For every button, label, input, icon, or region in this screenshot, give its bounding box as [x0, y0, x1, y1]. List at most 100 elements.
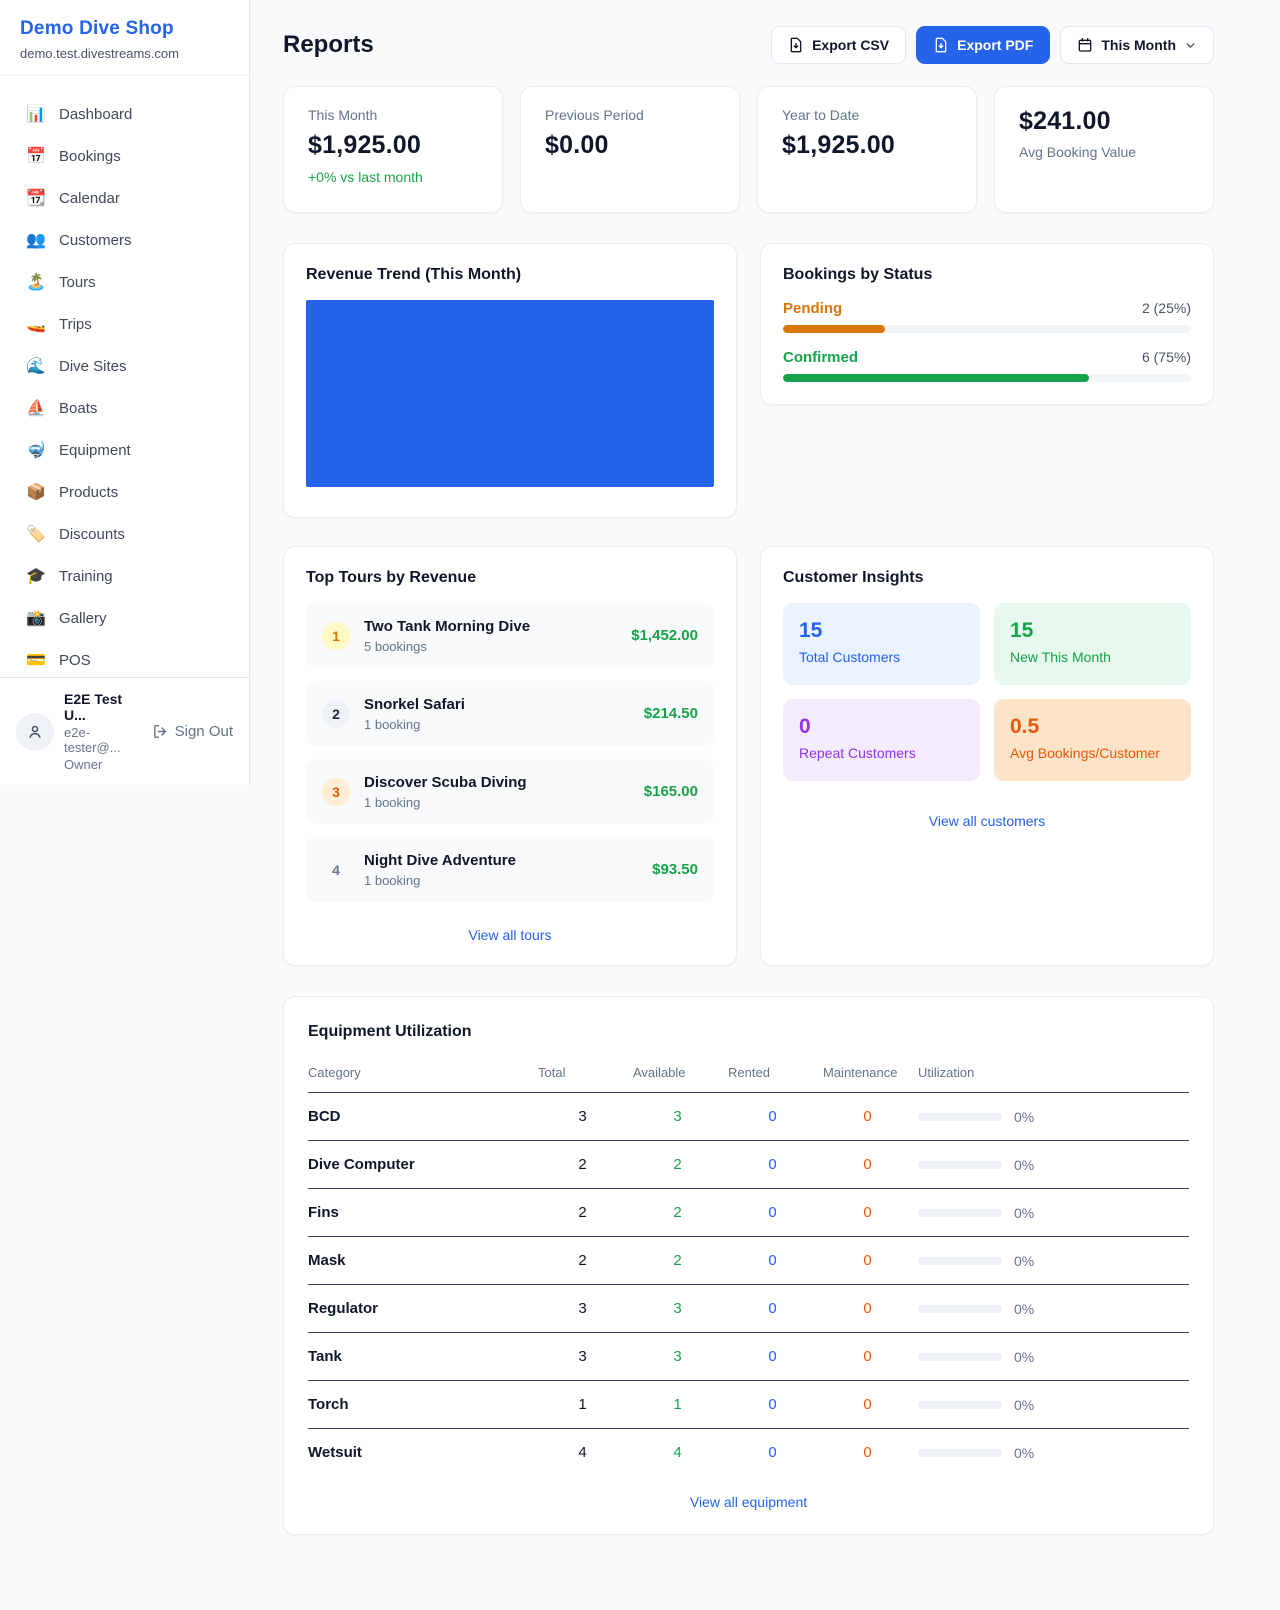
- col-available: Available: [633, 1055, 728, 1093]
- calendar-icon: [1079, 38, 1092, 52]
- rank-badge: 4: [332, 861, 340, 878]
- file-download-icon: [935, 37, 947, 53]
- sidebar-item-pos[interactable]: 💳 POS: [8, 640, 241, 677]
- sign-out-button[interactable]: Sign Out: [152, 723, 233, 740]
- sidebar-item-training[interactable]: 🎓 Training: [8, 556, 241, 596]
- sidebar-item-label: Tours: [59, 273, 96, 291]
- table-row: Wetsuit 4 4 0 0 0%: [308, 1444, 1035, 1461]
- insight-value: 0: [799, 715, 811, 738]
- utilization-bar: [918, 1256, 1002, 1265]
- insight-label: New This Month: [1010, 649, 1111, 665]
- export-pdf-button[interactable]: Export PDF: [916, 26, 1051, 64]
- user-name: E2E Test U...: [64, 691, 123, 723]
- rank-badge: 3: [322, 777, 350, 806]
- status-count: 6 (75%): [1141, 349, 1191, 365]
- tour-name: Night Dive Adventure: [364, 851, 516, 869]
- view-all-tours-link[interactable]: View all tours: [468, 927, 552, 943]
- period-select[interactable]: This Month: [1060, 26, 1214, 64]
- island-icon: 🏝️: [26, 274, 46, 291]
- table-row: Mask 2 2 0 0 0%: [308, 1236, 1189, 1285]
- stat-label: This Month: [308, 107, 378, 123]
- sidebar-item-customers[interactable]: 👥 Customers: [8, 220, 241, 260]
- utilization-bar: [918, 1208, 1002, 1217]
- sidebar-item-label: Dashboard: [59, 105, 133, 123]
- export-csv-button[interactable]: Export CSV: [771, 26, 907, 64]
- tour-row[interactable]: 2 Snorkel Safari 1 booking $214.50: [306, 681, 714, 746]
- package-icon: 📦: [26, 484, 46, 501]
- bar-chart-icon: 📊: [26, 106, 46, 123]
- sidebar-item-label: Trips: [59, 315, 92, 333]
- sidebar-item-label: Calendar: [59, 189, 120, 207]
- utilization-bar: [918, 1112, 1002, 1121]
- tour-bookings: 1 booking: [364, 872, 421, 888]
- sidebar-item-equipment[interactable]: 🤿 Equipment: [8, 430, 241, 470]
- tour-row[interactable]: 3 Discover Scuba Diving 1 booking $165.0…: [306, 759, 714, 824]
- tour-row[interactable]: 4 Night Dive Adventure 1 booking $93.50: [306, 837, 714, 902]
- logout-icon: [153, 725, 166, 738]
- tour-amount: $93.50: [652, 861, 698, 878]
- status-bar-track: [783, 325, 1191, 333]
- view-all-customers-link[interactable]: View all customers: [928, 813, 1046, 829]
- sidebar-item-tours[interactable]: 🏝️ Tours: [8, 262, 241, 302]
- sidebar-item-label: Boats: [59, 399, 98, 417]
- bookings-by-status-card: Bookings by Status Pending 2 (25%) Confi…: [760, 243, 1214, 405]
- revenue-trend-title: Revenue Trend (This Month): [306, 266, 522, 283]
- stat-card-year-to-date: Year to Date $1,925.00: [757, 86, 977, 213]
- sidebar-item-discounts[interactable]: 🏷️ Discounts: [8, 514, 241, 554]
- tour-row[interactable]: 1 Two Tank Morning Dive 5 bookings $1,45…: [306, 603, 714, 668]
- stat-value: $0.00: [545, 131, 609, 159]
- tour-name: Two Tank Morning Dive: [364, 617, 531, 635]
- top-tours-card: Top Tours by Revenue 1 Two Tank Morning …: [283, 546, 737, 966]
- stat-label: Previous Period: [545, 107, 644, 123]
- stat-label: Year to Date: [782, 107, 860, 123]
- graduation-cap-icon: 🎓: [26, 568, 46, 585]
- stat-value: $1,925.00: [782, 131, 896, 159]
- col-utilization: Utilization: [918, 1055, 1189, 1093]
- sidebar-item-bookings[interactable]: 📅 Bookings: [8, 136, 241, 176]
- sidebar-item-label: Discounts: [59, 525, 125, 543]
- utilization-bar: [918, 1448, 1002, 1457]
- sidebar-item-gallery[interactable]: 📸 Gallery: [8, 598, 241, 638]
- sailboat-icon: ⛵: [26, 400, 46, 417]
- sidebar: Demo Dive Shop demo.test.divestreams.com…: [0, 0, 250, 785]
- col-total: Total: [538, 1055, 633, 1093]
- speedboat-icon: 🚤: [26, 316, 46, 333]
- tour-amount: $1,452.00: [631, 627, 698, 644]
- status-bar-fill: [783, 325, 885, 333]
- sidebar-header: Demo Dive Shop demo.test.divestreams.com: [0, 0, 249, 76]
- bookings-by-status-title: Bookings by Status: [783, 266, 933, 283]
- status-label: Pending: [783, 300, 843, 317]
- sidebar-item-trips[interactable]: 🚤 Trips: [8, 304, 241, 344]
- page-title: Reports: [283, 31, 374, 58]
- shop-name[interactable]: Demo Dive Shop: [20, 18, 174, 39]
- sidebar-item-dive-sites[interactable]: 🌊 Dive Sites: [8, 346, 241, 386]
- credit-card-icon: 💳: [26, 652, 46, 669]
- status-label: Confirmed: [783, 349, 858, 366]
- sidebar-item-products[interactable]: 📦 Products: [8, 472, 241, 512]
- sidebar-item-label: Training: [59, 567, 113, 585]
- table-row: Regulator 3 3 0 0 0%: [308, 1284, 1189, 1333]
- utilization-bar: [918, 1352, 1002, 1361]
- view-all-equipment-link[interactable]: View all equipment: [689, 1494, 808, 1510]
- chevron-down-icon: [1186, 42, 1195, 48]
- table-row: Torch 1 1 0 0 0%: [308, 1380, 1189, 1429]
- sidebar-item-dashboard[interactable]: 📊 Dashboard: [8, 94, 241, 134]
- sidebar-item-label: POS: [59, 651, 91, 669]
- sidebar-nav: 📊 Dashboard 📅 Bookings 📆 Calendar 👥 Cust…: [0, 76, 249, 677]
- sidebar-item-boats[interactable]: ⛵ Boats: [8, 388, 241, 428]
- user-role: Owner: [64, 757, 103, 772]
- diving-mask-icon: 🤿: [26, 442, 46, 459]
- tear-off-calendar-icon: 📆: [26, 190, 46, 207]
- status-bar-fill: [783, 374, 1089, 382]
- people-icon: 👥: [26, 232, 46, 249]
- stat-value: $1,925.00: [308, 131, 422, 159]
- rank-badge: 2: [322, 699, 350, 728]
- tour-name: Snorkel Safari: [364, 695, 465, 713]
- stats-row: This Month $1,925.00 +0% vs last month P…: [283, 86, 1214, 213]
- tour-bookings: 5 bookings: [364, 638, 427, 654]
- status-row-confirmed: Confirmed 6 (75%): [783, 349, 1191, 382]
- person-icon: [29, 725, 41, 738]
- status-bar-track: [783, 374, 1191, 382]
- sidebar-item-calendar[interactable]: 📆 Calendar: [8, 178, 241, 218]
- sidebar-item-label: Dive Sites: [59, 357, 127, 375]
